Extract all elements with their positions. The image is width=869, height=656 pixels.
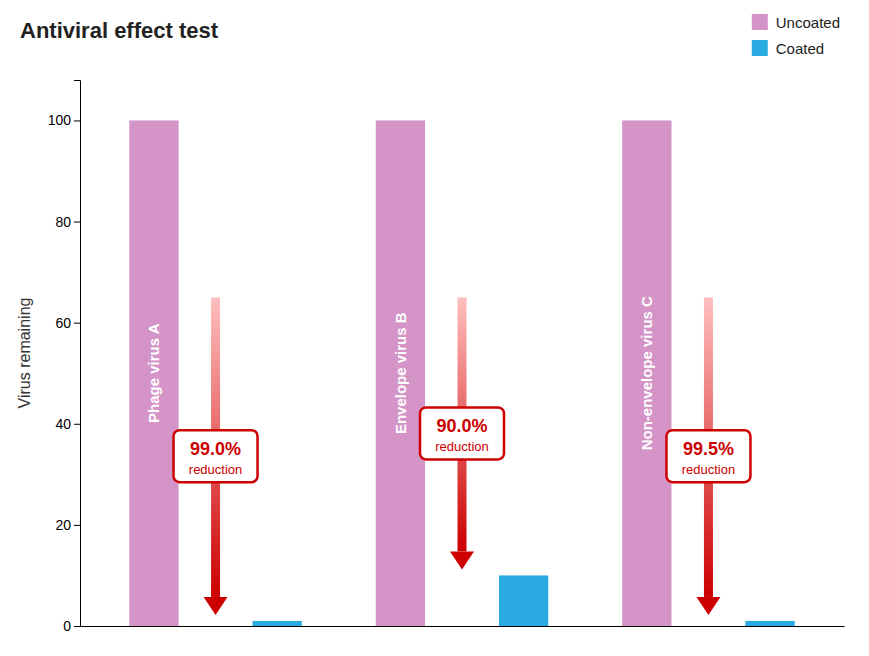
bar [129, 120, 178, 626]
y-axis-title: Virus remaining [16, 298, 33, 409]
y-tick-mark [74, 120, 80, 121]
y-tick: 80 [55, 214, 80, 230]
legend-label: Coated [776, 40, 824, 57]
y-tick: 100 [48, 112, 80, 128]
bars [129, 120, 794, 626]
category-labels: Phage virus A Envelope virus B Non-envelop… [145, 296, 655, 450]
legend-swatch [752, 40, 768, 56]
bar [745, 621, 794, 626]
reduction-annotation: 90.0% reduction [420, 297, 504, 569]
bar [622, 120, 671, 626]
reduction-annotation: 99.5% reduction [666, 297, 750, 615]
y-axis-line [74, 81, 81, 627]
y-tick: 40 [55, 416, 80, 432]
category-label: Phage virus A [145, 323, 162, 423]
y-tick-label: 20 [55, 517, 71, 533]
y-tick-label: 100 [48, 112, 72, 128]
y-tick-label: 60 [55, 315, 71, 331]
legend-label: Uncoated [776, 14, 840, 31]
category-label: Non-envelope virus C [638, 296, 655, 450]
y-axis: 0 20 40 60 80 100 [48, 81, 81, 634]
reduction-box [666, 430, 750, 482]
y-tick-mark [74, 525, 80, 526]
reduction-value: 99.5% [683, 439, 734, 459]
bar [253, 621, 302, 626]
reduction-box [420, 407, 504, 459]
title: Antiviral effect test [20, 18, 219, 43]
annotations: 99.0% reduction 90.0% reduction 99.5% reducti… [174, 297, 751, 615]
reduction-word: reduction [435, 439, 488, 454]
y-tick-mark [74, 222, 80, 223]
legend-swatch [752, 14, 768, 30]
bar-series [253, 575, 795, 626]
y-tick: 0 [63, 618, 80, 634]
reduction-word: reduction [189, 462, 242, 477]
legend: Uncoated Coated [752, 14, 840, 57]
y-tick-label: 40 [55, 416, 71, 432]
bar-series [129, 120, 671, 626]
reduction-value: 99.0% [190, 439, 241, 459]
y-tick: 20 [55, 517, 80, 533]
reduction-word: reduction [682, 462, 735, 477]
bar [499, 575, 548, 626]
reduction-box [174, 430, 258, 482]
reduction-annotation: 99.0% reduction [174, 297, 258, 615]
reduction-arrow-head [696, 597, 720, 615]
y-tick-label: 0 [63, 618, 71, 634]
chart: 0 20 40 60 80 100 Phage virus A Envelope virus … [0, 0, 869, 656]
y-tick-mark [74, 626, 80, 627]
legend-item: Uncoated [752, 14, 840, 31]
legend-item: Coated [752, 40, 824, 57]
y-tick-mark [74, 323, 80, 324]
reduction-arrow-head [450, 551, 474, 569]
bar [376, 120, 425, 626]
y-tick: 60 [55, 315, 80, 331]
x-axis [81, 626, 845, 627]
category-label: Envelope virus B [392, 312, 409, 434]
x-axis-line [81, 626, 845, 627]
y-tick-label: 80 [55, 214, 71, 230]
reduction-arrow-head [204, 597, 228, 615]
y-tick-mark [74, 424, 80, 425]
reduction-value: 90.0% [436, 416, 487, 436]
